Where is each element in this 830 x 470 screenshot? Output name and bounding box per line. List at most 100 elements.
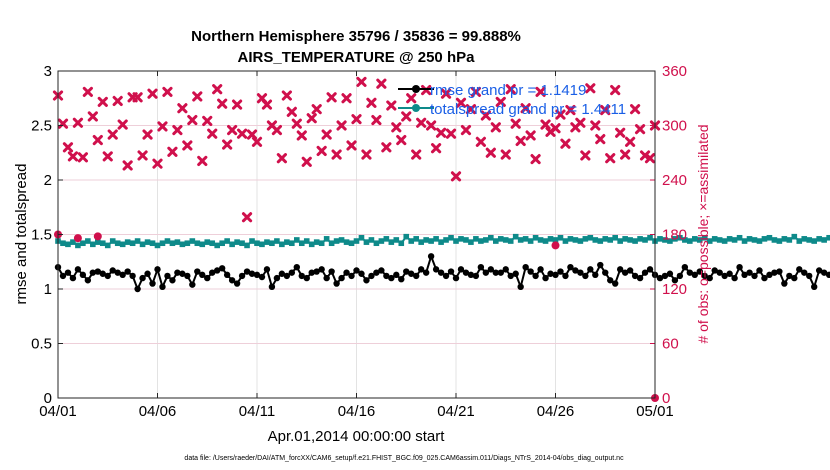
rmse-point bbox=[811, 283, 818, 291]
rmse-point bbox=[597, 261, 604, 269]
totalspread-point bbox=[607, 237, 614, 243]
totalspread-point bbox=[318, 240, 325, 247]
x-tick-label: 05/01 bbox=[636, 403, 674, 420]
obs-assimilated-point bbox=[331, 149, 342, 160]
totalspread-point bbox=[617, 238, 623, 244]
totalspread-point bbox=[557, 234, 564, 241]
obs-assimilated-point-core bbox=[448, 131, 454, 136]
legend-totalspread-label: totalspread grand pr = 1.4411 bbox=[430, 101, 626, 118]
obs-assimilated-point-core bbox=[215, 86, 220, 92]
obs-assimilated-point-core bbox=[294, 121, 299, 126]
totalspread-point bbox=[134, 238, 141, 244]
obs-assimilated-point bbox=[112, 95, 123, 107]
totalspread-point bbox=[269, 240, 275, 247]
obs-assimilated-point-core bbox=[205, 118, 210, 124]
obs-assimilated-point-core bbox=[438, 130, 444, 135]
obs-possible-point bbox=[73, 234, 82, 243]
obs-assimilated-point-core bbox=[518, 138, 523, 144]
rmse-point bbox=[223, 271, 231, 279]
rmse-point bbox=[268, 283, 276, 291]
obs-assimilated-point bbox=[565, 104, 576, 116]
obs-assimilated-point-core bbox=[617, 130, 623, 135]
obs-assimilated-point bbox=[560, 138, 571, 149]
obs-assimilated-point bbox=[500, 149, 511, 160]
rmse-point bbox=[124, 268, 131, 275]
totalspread-point bbox=[244, 242, 250, 249]
rmse-point bbox=[159, 283, 166, 291]
obs-assimilated-point-core bbox=[488, 150, 494, 155]
obs-assimilated-point-core bbox=[105, 154, 110, 159]
rmse-point bbox=[383, 272, 390, 280]
obs-assimilated-point bbox=[610, 84, 621, 96]
obs-assimilated-point-core bbox=[210, 131, 215, 136]
rmse-point bbox=[303, 274, 310, 282]
obs-assimilated-point-core bbox=[254, 139, 260, 145]
rmse-point bbox=[233, 280, 241, 287]
rmse-point bbox=[114, 269, 121, 276]
obs-assimilated-point bbox=[600, 104, 611, 116]
rmse-point bbox=[477, 264, 485, 271]
totalspread-point bbox=[383, 236, 390, 242]
totalspread-point bbox=[811, 238, 817, 244]
obs-assimilated-point-core bbox=[334, 152, 339, 157]
rmse-point bbox=[214, 267, 221, 274]
rmse-point bbox=[333, 280, 340, 287]
obs-assimilated-point bbox=[122, 160, 133, 171]
totalspread-point bbox=[458, 236, 464, 242]
rmse-point bbox=[701, 272, 708, 280]
rmse-point bbox=[447, 268, 455, 275]
rmse-point bbox=[626, 267, 634, 274]
totalspread-point bbox=[706, 238, 713, 244]
totalspread-point bbox=[687, 238, 693, 244]
obs-assimilated-point bbox=[147, 88, 158, 99]
rmse-point bbox=[766, 271, 773, 279]
obs-assimilated-point-core bbox=[384, 145, 389, 150]
obs-assimilated-point-core bbox=[95, 137, 101, 143]
obs-assimilated-point bbox=[251, 136, 263, 147]
obs-assimilated-point-core bbox=[344, 96, 349, 101]
obs-assimilated-point-core bbox=[503, 152, 508, 157]
obs-assimilated-point-core bbox=[379, 81, 384, 86]
rmse-point bbox=[248, 270, 256, 277]
legend-totalspread-marker bbox=[412, 104, 420, 112]
totalspread-point bbox=[313, 239, 320, 245]
rmse-point bbox=[243, 268, 251, 275]
rmse-point bbox=[776, 268, 783, 275]
totalspread-point bbox=[388, 239, 395, 245]
totalspread-point bbox=[249, 238, 255, 244]
totalspread-point bbox=[796, 238, 803, 244]
x-tick-label: 04/26 bbox=[537, 403, 575, 420]
obs-assimilated-point bbox=[142, 129, 153, 140]
obs-assimilated-point-core bbox=[115, 98, 120, 104]
rmse-point bbox=[602, 269, 609, 276]
obs-assimilated-point-core bbox=[389, 103, 394, 108]
rmse-point bbox=[582, 272, 589, 280]
totalspread-point bbox=[209, 240, 216, 247]
totalspread-point bbox=[408, 238, 415, 244]
rmse-point bbox=[318, 266, 325, 273]
totalspread-point bbox=[587, 234, 594, 241]
rmse-point bbox=[825, 271, 830, 279]
rmse-point bbox=[388, 274, 395, 282]
rmse-point bbox=[437, 269, 445, 276]
obs-assimilated-point bbox=[630, 104, 641, 115]
rmse-point bbox=[328, 268, 335, 275]
rmse-point bbox=[741, 271, 748, 279]
obs-assimilated-point bbox=[117, 119, 128, 130]
rmse-point bbox=[751, 272, 758, 280]
legend-rmse-marker bbox=[412, 85, 420, 93]
obs-assimilated-point-core bbox=[493, 125, 498, 130]
obs-assimilated-point-core bbox=[608, 156, 613, 161]
totalspread-point bbox=[144, 239, 151, 245]
totalspread-point bbox=[657, 236, 663, 242]
obs-assimilated-point-core bbox=[483, 113, 489, 118]
obs-assimilated-point-core bbox=[140, 153, 145, 158]
obs-assimilated-point bbox=[62, 142, 74, 153]
obs-assimilated-point bbox=[485, 147, 496, 158]
obs-assimilated-point bbox=[475, 136, 486, 147]
obs-assimilated-point bbox=[157, 121, 168, 132]
totalspread-point bbox=[677, 234, 683, 241]
rmse-point bbox=[646, 266, 654, 273]
totalspread-point bbox=[234, 239, 240, 245]
totalspread-point bbox=[542, 238, 549, 244]
